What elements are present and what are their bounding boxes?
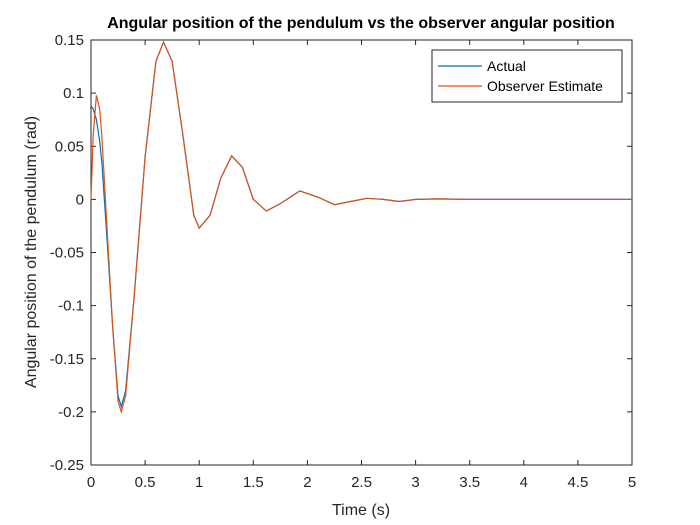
x-tick-label: 4.5 [567,474,588,491]
y-tick-label: 0 [76,191,84,208]
x-tick-label: 2.5 [351,474,372,491]
line-series [90,40,632,415]
x-tick-label: 0.5 [135,474,156,491]
y-tick-label: 0.15 [55,32,84,49]
x-tick-label: 1.5 [243,474,264,491]
legend-label: Actual [487,58,526,74]
legend-label: Observer Estimate [487,78,603,94]
x-tick-label: 1 [195,474,203,491]
x-tick-label: 3.5 [459,474,480,491]
y-tick-label: -0.2 [58,404,84,421]
y-tick-label: 0.1 [63,85,84,102]
y-axis-label: Angular position of the pendulum (rad) [23,116,40,388]
y-tick-label: 0.05 [55,138,84,155]
y-tick-label: -0.15 [50,351,84,368]
x-axis-label: Time (s) [332,502,390,519]
x-tick-label: 4 [520,474,528,491]
y-tick-label: -0.25 [50,457,84,474]
legend-box [431,49,623,103]
x-tick-label: 5 [628,474,636,491]
y-tick-label: -0.05 [50,245,84,262]
x-tick-label: 0 [87,474,95,491]
y-tick-label: -0.1 [58,298,84,315]
x-tick-label: 2 [303,474,311,491]
chart-title: Angular position of the pendulum vs the … [107,15,615,32]
x-tick-label: 3 [411,474,419,491]
